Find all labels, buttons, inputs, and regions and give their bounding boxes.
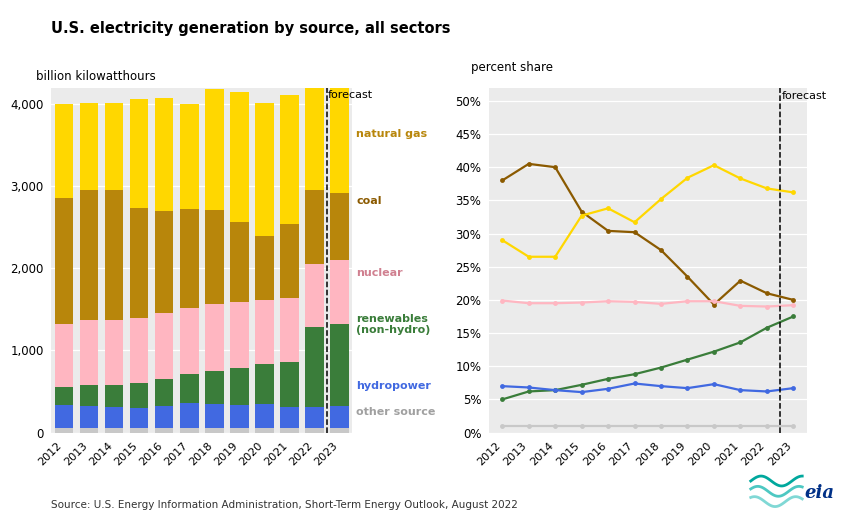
Bar xyxy=(80,406,99,428)
Bar xyxy=(80,190,99,320)
Bar xyxy=(130,407,148,428)
Bar xyxy=(305,327,323,407)
Bar xyxy=(130,383,148,407)
Bar xyxy=(305,50,323,190)
Bar xyxy=(105,320,124,385)
Text: nuclear: nuclear xyxy=(356,268,402,278)
Bar xyxy=(329,428,348,433)
Text: Source: U.S. Energy Information Administration, Short-Term Energy Outlook, Augus: Source: U.S. Energy Information Administ… xyxy=(51,500,518,510)
Bar xyxy=(154,98,173,211)
Bar xyxy=(205,89,224,210)
Bar xyxy=(130,208,148,318)
Text: U.S. electricity generation by source, all sectors: U.S. electricity generation by source, a… xyxy=(51,21,451,36)
Bar xyxy=(230,302,249,368)
Bar xyxy=(255,103,274,236)
Bar xyxy=(179,209,198,308)
Bar xyxy=(205,304,224,371)
Bar xyxy=(329,406,348,428)
Bar xyxy=(305,428,323,433)
Bar xyxy=(255,365,274,404)
Text: forecast: forecast xyxy=(782,91,826,101)
Bar xyxy=(105,407,124,428)
Bar xyxy=(154,379,173,406)
Bar xyxy=(205,210,224,304)
Bar xyxy=(255,236,274,300)
Bar xyxy=(80,320,99,385)
Bar xyxy=(179,428,198,433)
Bar xyxy=(55,198,74,324)
Bar xyxy=(105,385,124,407)
Bar xyxy=(280,298,299,362)
Text: hydropower: hydropower xyxy=(356,381,431,391)
Bar xyxy=(205,404,224,428)
Bar xyxy=(329,193,348,260)
Bar xyxy=(80,103,99,190)
Bar xyxy=(55,387,74,405)
Bar xyxy=(230,428,249,433)
Text: natural gas: natural gas xyxy=(356,129,427,139)
Bar xyxy=(154,211,173,313)
Bar xyxy=(230,405,249,428)
Bar xyxy=(80,428,99,433)
Bar xyxy=(130,99,148,208)
Bar xyxy=(55,428,74,433)
Bar xyxy=(179,403,198,428)
Bar xyxy=(255,300,274,365)
Bar xyxy=(255,404,274,428)
Text: other source: other source xyxy=(356,407,436,417)
Bar xyxy=(179,374,198,403)
Bar xyxy=(205,371,224,404)
Bar xyxy=(280,362,299,407)
Bar xyxy=(329,260,348,324)
Bar xyxy=(105,190,124,320)
Bar xyxy=(55,405,74,428)
Bar xyxy=(230,93,249,222)
Bar xyxy=(154,428,173,433)
Bar xyxy=(280,224,299,298)
Text: coal: coal xyxy=(356,196,382,206)
Bar xyxy=(305,190,323,264)
Bar xyxy=(305,407,323,428)
Bar xyxy=(305,264,323,327)
Bar xyxy=(255,428,274,433)
Bar xyxy=(230,368,249,405)
Bar xyxy=(105,103,124,190)
Bar xyxy=(154,406,173,428)
Bar xyxy=(80,385,99,406)
Bar xyxy=(179,105,198,209)
Text: forecast: forecast xyxy=(328,90,373,100)
Bar xyxy=(179,308,198,374)
Bar xyxy=(130,318,148,383)
Bar xyxy=(280,407,299,428)
Bar xyxy=(154,313,173,379)
Bar xyxy=(55,324,74,387)
Bar xyxy=(205,428,224,433)
Bar xyxy=(130,428,148,433)
Bar xyxy=(230,222,249,302)
Text: billion kilowatthours: billion kilowatthours xyxy=(36,71,156,83)
Bar xyxy=(329,324,348,406)
Text: renewables
(non-hydro): renewables (non-hydro) xyxy=(356,314,431,335)
Bar xyxy=(280,95,299,224)
Text: percent share: percent share xyxy=(470,61,553,74)
Bar xyxy=(55,104,74,198)
Bar xyxy=(280,428,299,433)
Text: eia: eia xyxy=(805,485,835,502)
Bar xyxy=(105,428,124,433)
Bar xyxy=(329,53,348,193)
